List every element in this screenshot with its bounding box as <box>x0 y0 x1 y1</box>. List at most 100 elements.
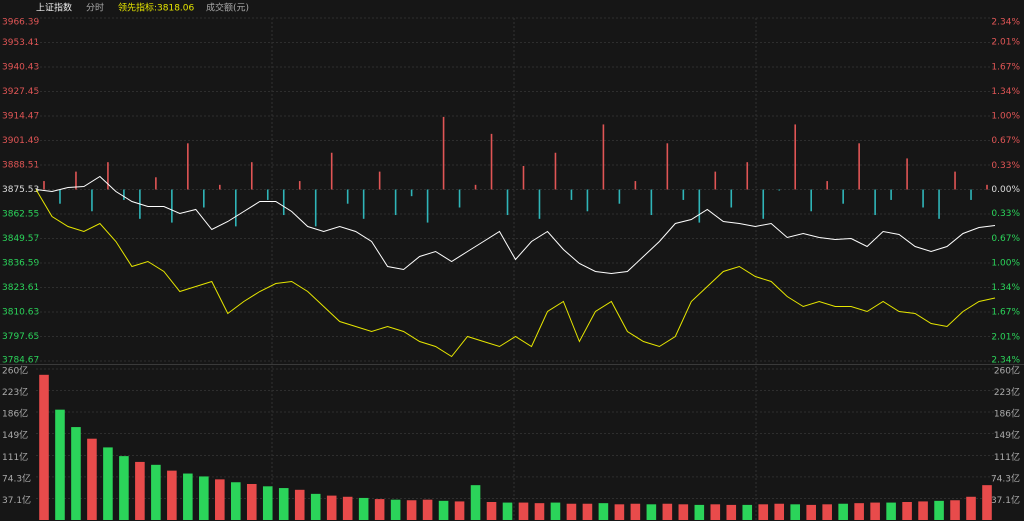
y2-tick-label: 1.67% <box>991 307 1020 317</box>
y-tick-label: 149亿 <box>2 429 28 441</box>
indicator: 领先指标:3818.06 <box>118 2 195 14</box>
breadth-bar <box>219 184 221 190</box>
volume-bar <box>486 501 497 520</box>
price-line <box>35 189 996 358</box>
volume-bar <box>646 504 657 520</box>
breadth-bar <box>362 189 365 219</box>
volume-bar <box>630 503 641 520</box>
volume-bar <box>854 503 864 520</box>
volume-bar <box>742 504 753 520</box>
volume-bar <box>262 486 273 520</box>
y2-tick-label: 1.00% <box>991 258 1020 268</box>
y2-tick-label: 0.67% <box>991 136 1020 146</box>
y-tick-label: 3940.43 <box>2 63 39 73</box>
volume-bar <box>518 502 529 520</box>
volume-bar <box>950 500 960 520</box>
y-tick-label: 3901.49 <box>2 136 39 146</box>
volume-bar <box>55 409 65 520</box>
volume-bar <box>406 500 417 520</box>
breadth-bar <box>586 189 589 212</box>
volume-bar <box>470 485 481 520</box>
y-tick-label: 260亿 <box>2 365 28 377</box>
y-tick-label: 3823.61 <box>2 283 39 293</box>
breadth-bar <box>778 189 781 191</box>
y-tick-label: 3836.59 <box>2 259 39 269</box>
breadth-bar <box>874 189 876 216</box>
breadth-bar <box>554 152 557 190</box>
volume-bar <box>246 483 257 520</box>
y-tick-label: 3888.51 <box>2 161 39 171</box>
y-tick-label: 3849.57 <box>2 234 39 244</box>
mode: 分时 <box>86 2 104 14</box>
y-tick-label: 3914.47 <box>2 112 39 122</box>
breadth-bar <box>426 189 429 223</box>
volume-bar <box>183 473 193 520</box>
breadth-bar <box>394 189 397 216</box>
breadth-bar <box>298 181 301 190</box>
y2-tick-label: 0.00% <box>991 185 1020 195</box>
breadth-bar <box>522 165 525 190</box>
y-tick-label-right: 149亿 <box>994 429 1020 441</box>
breadth-bar <box>155 177 157 190</box>
volume-bar <box>726 504 737 520</box>
breadth-bar <box>538 189 541 219</box>
volume-bar <box>502 502 513 520</box>
breadth-bar <box>858 143 860 190</box>
breadth-bar <box>794 124 797 190</box>
breadth-bar <box>234 189 237 227</box>
y-tick-label-right: 74.3亿 <box>991 472 1020 484</box>
breadth-bar <box>282 189 285 216</box>
breadth-bar <box>43 181 45 190</box>
breadth-bar <box>442 116 445 190</box>
breadth-bar <box>890 189 892 200</box>
y-tick-label: 3862.55 <box>2 210 39 220</box>
y2-tick-label: 0.33% <box>991 161 1020 171</box>
breadth-bar <box>203 189 205 208</box>
breadth-bar <box>746 162 749 190</box>
breadth-bar <box>187 143 189 190</box>
y2-tick-label: 2.34% <box>991 356 1020 366</box>
volume-bar <box>342 496 353 520</box>
volume-bar <box>934 500 944 520</box>
breadth-bar <box>682 189 685 200</box>
breadth-bar <box>842 189 844 204</box>
volume-bar <box>710 504 721 520</box>
y2-tick-label: 2.34% <box>991 18 1020 28</box>
y-tick-label: 3966.39 <box>2 18 39 28</box>
breadth-bar <box>570 189 573 200</box>
y-tick-label-right: 37.1亿 <box>991 494 1020 506</box>
y-tick-label: 111亿 <box>2 451 28 463</box>
breadth-bar <box>634 181 637 190</box>
y-tick-label: 3784.67 <box>2 356 39 366</box>
breadth-bar <box>330 152 333 190</box>
volume-bar <box>966 496 976 520</box>
volume-bar <box>598 503 609 520</box>
breadth-bar <box>650 189 653 216</box>
y2-tick-label: 1.67% <box>991 63 1020 73</box>
volume-bar <box>678 504 689 520</box>
volume-bar <box>119 456 129 520</box>
volume-bar <box>790 504 801 520</box>
breadth-bar <box>410 189 413 197</box>
volume-bar <box>199 476 209 520</box>
breadth-bar <box>602 124 605 190</box>
breadth-bar <box>91 189 93 212</box>
volume-bar <box>422 499 433 520</box>
volume-bar <box>982 485 992 520</box>
y-tick-label: 223亿 <box>2 386 28 398</box>
y2-tick-label: 1.00% <box>991 112 1020 122</box>
breadth-bar <box>474 184 477 190</box>
breadth-bar <box>970 189 972 200</box>
volume-bar <box>390 499 401 520</box>
breadth-bar <box>810 189 812 212</box>
breadth-bar <box>730 189 733 208</box>
volume-bar <box>71 427 81 520</box>
volume-bar <box>838 503 848 520</box>
volume-bar <box>454 501 465 520</box>
y2-tick-label: 2.01% <box>991 332 1020 342</box>
breadth-bar <box>938 189 940 219</box>
volume-bar <box>806 504 816 520</box>
volume-bar <box>167 470 177 520</box>
